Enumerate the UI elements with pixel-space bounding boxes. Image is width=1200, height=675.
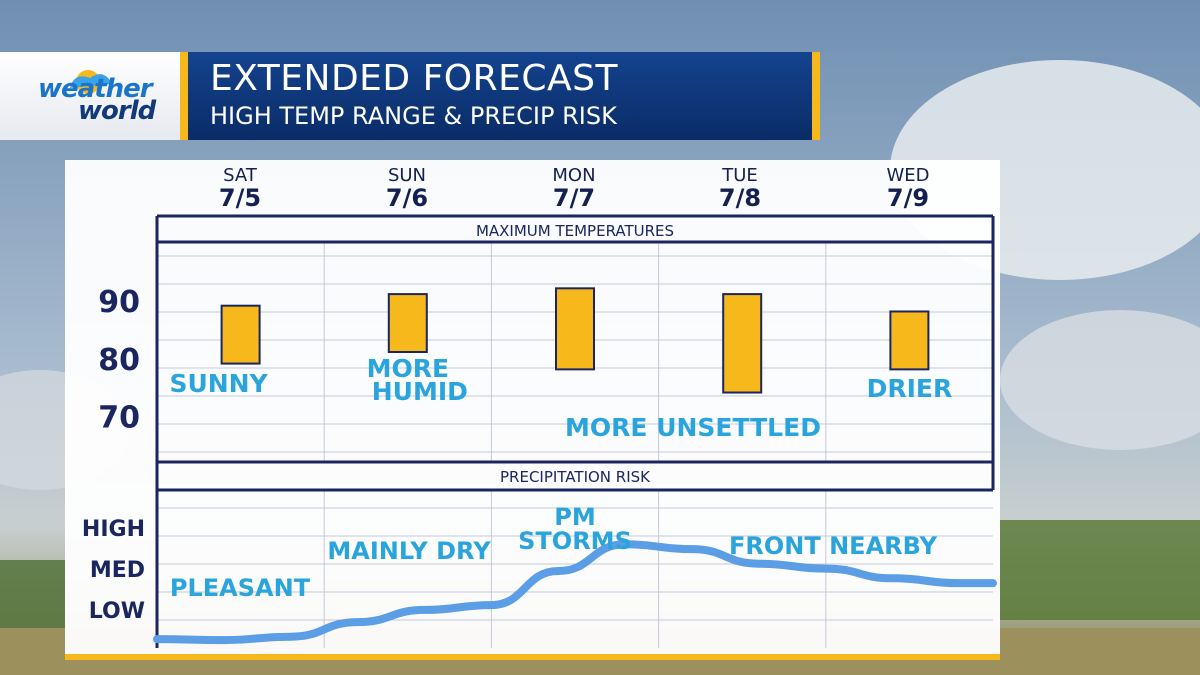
- day-header-mon: MON 7/7: [514, 165, 634, 212]
- brand-name-line2: world: [78, 96, 156, 126]
- temp-annotation: MORE UNSETTLED: [565, 413, 821, 442]
- precip-section-title: PRECIPITATION RISK: [500, 468, 651, 486]
- max-temp-section-title: MAXIMUM TEMPERATURES: [476, 222, 674, 240]
- precip-annotation: MAINLY DRY: [327, 537, 491, 565]
- precip-annotation: FRONT NEARBY: [729, 532, 938, 560]
- precip-annotation: PLEASANT: [170, 574, 311, 602]
- temp-annotation: SUNNY: [169, 369, 268, 398]
- day-date: 7/7: [552, 184, 596, 212]
- page-title: EXTENDED FORECAST: [210, 58, 618, 99]
- brand-logo: weather world: [0, 52, 180, 140]
- day-date: 7/9: [886, 184, 930, 212]
- precip-axis-tick: HIGH: [82, 517, 145, 542]
- title-bar: EXTENDED FORECAST HIGH TEMP RANGE & PREC…: [180, 52, 820, 140]
- sun-cloud-icon: [70, 70, 112, 94]
- precip-annotation: PM: [554, 503, 595, 531]
- temp-annotation: DRIER: [867, 374, 953, 403]
- precip-axis-tick: MED: [90, 558, 145, 583]
- precip-annotation: STORMS: [518, 527, 632, 555]
- temp-range-bar: [220, 304, 261, 365]
- temp-axis-tick: 90: [98, 285, 140, 320]
- day-header-tue: TUE 7/8: [680, 165, 800, 212]
- page-subtitle: HIGH TEMP RANGE & PRECIP RISK: [210, 102, 617, 130]
- day-header-sun: SUN 7/6: [347, 165, 467, 212]
- precip-axis-tick: LOW: [89, 599, 145, 624]
- day-header-sat: SAT 7/5: [180, 165, 300, 212]
- temp-range-bar: [555, 287, 595, 371]
- temp-axis-tick: 80: [98, 343, 140, 378]
- temp-range-bar: [889, 310, 930, 371]
- temp-range-bar: [387, 293, 428, 353]
- day-name: SUN: [387, 165, 427, 186]
- day-name: MON: [552, 165, 596, 186]
- day-name: TUE: [722, 165, 758, 186]
- temp-annotation: HUMID: [372, 377, 468, 406]
- day-date: 7/8: [718, 184, 762, 212]
- temp-annotation: MORE: [367, 354, 449, 383]
- temp-range-bar: [722, 293, 763, 394]
- brand-name-line1: weather: [38, 74, 153, 104]
- temp-axis-tick: 70: [98, 401, 140, 436]
- day-header-wed: WED 7/9: [848, 165, 968, 212]
- day-name: SAT: [223, 165, 257, 186]
- day-date: 7/5: [218, 184, 262, 212]
- precip-risk-line: [153, 540, 997, 645]
- day-date: 7/6: [385, 184, 429, 212]
- day-name: WED: [886, 165, 930, 186]
